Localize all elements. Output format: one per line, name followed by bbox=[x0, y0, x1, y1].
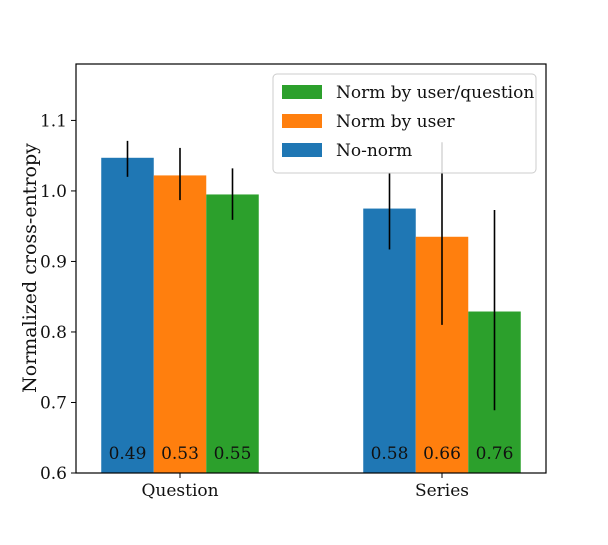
legend-label-norm-by-user-question: Norm by user/question bbox=[336, 83, 534, 103]
y-tick-label: 1.1 bbox=[40, 111, 67, 131]
y-axis-label: Normalized cross-entropy bbox=[19, 143, 41, 393]
data-label-no-norm-question: 0.49 bbox=[109, 444, 147, 464]
plot-frame bbox=[75, 63, 547, 474]
data-labels-layer: 0.49 0.58 0.53 0.66 0.55 0.76 bbox=[109, 444, 514, 464]
data-label-norm-by-user-question-question: 0.55 bbox=[214, 444, 252, 464]
x-tick-label-question: Question bbox=[141, 481, 218, 501]
y-tick-label: 0.8 bbox=[40, 323, 67, 343]
data-label-no-norm-series: 0.58 bbox=[371, 444, 409, 464]
legend-box bbox=[272, 73, 537, 174]
y-tick-label: 0.6 bbox=[40, 464, 67, 484]
bars-layer bbox=[101, 157, 521, 473]
y-tick-label: 0.9 bbox=[40, 252, 67, 272]
y-tick-label: 1.0 bbox=[40, 182, 67, 202]
bar-no-norm-series bbox=[363, 208, 416, 473]
x-tick-label-series: Series bbox=[415, 481, 469, 501]
data-label-norm-by-user-series: 0.66 bbox=[423, 444, 461, 464]
y-tick-label: 0.7 bbox=[40, 393, 67, 413]
bar-no-norm-question bbox=[101, 157, 154, 473]
bar-norm-by-user-question bbox=[153, 175, 207, 473]
data-label-norm-by-user-question: 0.53 bbox=[161, 444, 199, 464]
legend: Norm by user/question Norm by user No-norm bbox=[272, 73, 537, 174]
legend-label-no-norm: No-norm bbox=[336, 141, 412, 161]
data-label-norm-by-user-question-series: 0.76 bbox=[476, 444, 514, 464]
legend-label-norm-by-user: Norm by user bbox=[336, 112, 455, 132]
legend-swatch-norm-by-user-question bbox=[282, 85, 322, 99]
legend-swatch-norm-by-user bbox=[282, 114, 322, 128]
x-axis: Question Series bbox=[141, 473, 469, 501]
legend-swatch-no-norm bbox=[282, 143, 322, 157]
bar-norm-by-user-question-question bbox=[206, 194, 259, 473]
y-axis: 0.6 0.7 0.8 0.9 1.0 1.1 bbox=[40, 111, 76, 484]
